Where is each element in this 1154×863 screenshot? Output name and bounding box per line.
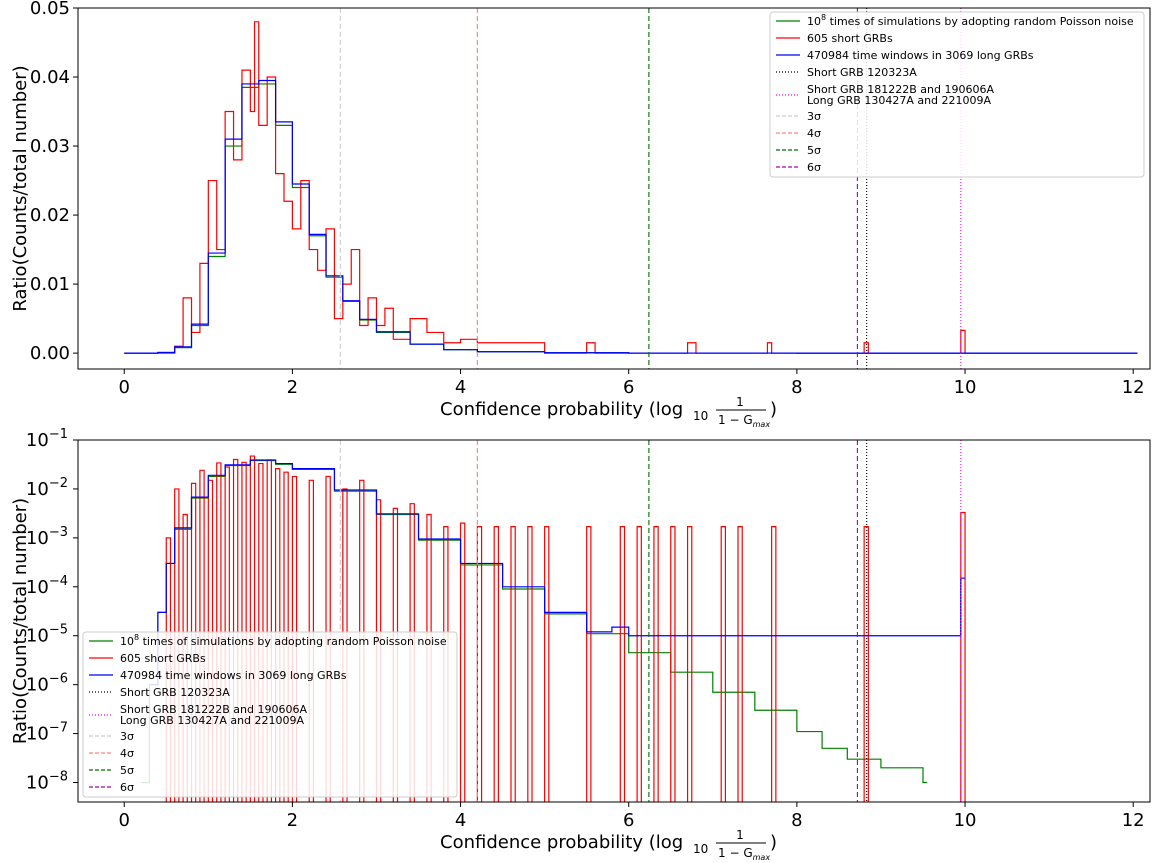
ytick-label: 0.01 bbox=[30, 274, 70, 295]
ytick-label: 0.02 bbox=[30, 205, 70, 226]
x-axis-label-close: ) bbox=[770, 399, 777, 420]
ytick-label: 10−2 bbox=[26, 476, 68, 500]
legend-label: Short GRB 120323A bbox=[807, 66, 917, 79]
x-axis-label-text: Confidence probability (log bbox=[440, 399, 683, 420]
xtick-label: 8 bbox=[791, 377, 802, 398]
ytick-label: 10−5 bbox=[26, 623, 68, 647]
ytick-label: 0.00 bbox=[30, 343, 70, 364]
legend-label: 4σ bbox=[120, 747, 134, 760]
xtick-label: 10 bbox=[954, 377, 977, 398]
legend-label: 605 short GRBs bbox=[807, 32, 893, 45]
x-axis-label: Confidence probability (log 10 1 1 − Gmax) bbox=[440, 395, 777, 429]
x-axis-label-sub: 10 bbox=[693, 409, 708, 423]
xtick-label: 12 bbox=[1122, 810, 1145, 831]
linear-panel: 0 2 4 6 8 10 12 0.00 0.01 0.02 0.03 0.04 0.05 Ratio(C… bbox=[10, 0, 1151, 429]
ytick-label: 0.04 bbox=[30, 67, 70, 88]
ytick-label: 10−1 bbox=[26, 427, 68, 451]
legend-label: Long GRB 130427A and 221009A bbox=[120, 714, 305, 727]
x-axis-label-close: ) bbox=[770, 832, 777, 853]
legend-label: 3σ bbox=[807, 110, 821, 123]
legend-label: 470984 time windows in 3069 long GRBs bbox=[807, 49, 1034, 62]
ytick-label: 0.05 bbox=[30, 0, 70, 19]
xtick-label: 6 bbox=[623, 810, 634, 831]
fraction-denominator: 1 − Gmax bbox=[718, 846, 770, 862]
legend-label: 108 times of simulations by adopting ran… bbox=[120, 633, 447, 648]
fraction-numerator: 1 bbox=[736, 395, 744, 409]
xtick-label: 8 bbox=[791, 810, 802, 831]
legend-label: 605 short GRBs bbox=[120, 652, 206, 665]
xtick-label: 0 bbox=[119, 810, 130, 831]
y-axis-label: Ratio(Counts/total number) bbox=[10, 498, 31, 744]
legend-box bbox=[769, 11, 1145, 178]
xtick-label: 4 bbox=[455, 377, 466, 398]
fraction-denominator: 1 − Gmax bbox=[718, 413, 770, 429]
xtick-label: 4 bbox=[455, 810, 466, 831]
series-1-0 bbox=[141, 459, 928, 784]
xtick-label: 2 bbox=[287, 810, 298, 831]
series-0-2 bbox=[124, 79, 1138, 354]
xtick-label: 12 bbox=[1122, 377, 1145, 398]
series-1-1 bbox=[165, 455, 966, 802]
fraction-numerator: 1 bbox=[736, 828, 744, 842]
legend-label: 3σ bbox=[120, 730, 134, 743]
legend-label: Short GRB 181222B and 190606A bbox=[807, 83, 994, 96]
axes-frame bbox=[77, 439, 1151, 803]
log-panel: 0 2 4 6 8 10 12 10−8 10−7 10−6 10−5 10−4 10−3 10−2 10−… bbox=[10, 427, 1151, 862]
legend-label: 6σ bbox=[120, 781, 134, 794]
legend-label: 470984 time windows in 3069 long GRBs bbox=[120, 669, 347, 682]
legend-label: 4σ bbox=[807, 127, 821, 140]
plot-area bbox=[141, 440, 966, 802]
ytick-label: 10−4 bbox=[26, 574, 68, 598]
xtick-label: 0 bbox=[119, 377, 130, 398]
legend-label: Short GRB 120323A bbox=[120, 686, 230, 699]
series-0-1 bbox=[124, 21, 1138, 354]
axes-frame bbox=[77, 7, 1151, 370]
legend-label: 108 times of simulations by adopting ran… bbox=[807, 13, 1134, 28]
plot-area bbox=[124, 8, 1138, 369]
xtick-label: 6 bbox=[623, 377, 634, 398]
legend: 108 times of simulations by adopting ran… bbox=[769, 11, 1145, 178]
x-axis-label: Confidence probability (log 10 1 1 − Gmax) bbox=[440, 828, 777, 862]
y-axis-label: Ratio(Counts/total number) bbox=[10, 65, 31, 311]
ytick-label: 10−8 bbox=[26, 770, 68, 794]
legend-label: Short GRB 181222B and 190606A bbox=[120, 703, 307, 716]
xtick-label: 2 bbox=[287, 377, 298, 398]
legend: 108 times of simulations by adopting ran… bbox=[82, 631, 458, 798]
series-1-2 bbox=[149, 459, 966, 686]
ytick-label: 0.03 bbox=[30, 136, 70, 157]
ytick-label: 10−6 bbox=[26, 672, 68, 696]
legend-box bbox=[82, 631, 458, 798]
ytick-label: 10−7 bbox=[26, 721, 68, 745]
legend-label: 5σ bbox=[120, 764, 134, 777]
x-axis-label-text: Confidence probability (log bbox=[440, 832, 683, 853]
legend-label: Long GRB 130427A and 221009A bbox=[807, 94, 992, 107]
legend-label: 5σ bbox=[807, 144, 821, 157]
xtick-label: 10 bbox=[954, 810, 977, 831]
legend-label: 6σ bbox=[807, 161, 821, 174]
ytick-label: 10−3 bbox=[26, 525, 68, 549]
x-axis-label-sub: 10 bbox=[693, 842, 708, 856]
